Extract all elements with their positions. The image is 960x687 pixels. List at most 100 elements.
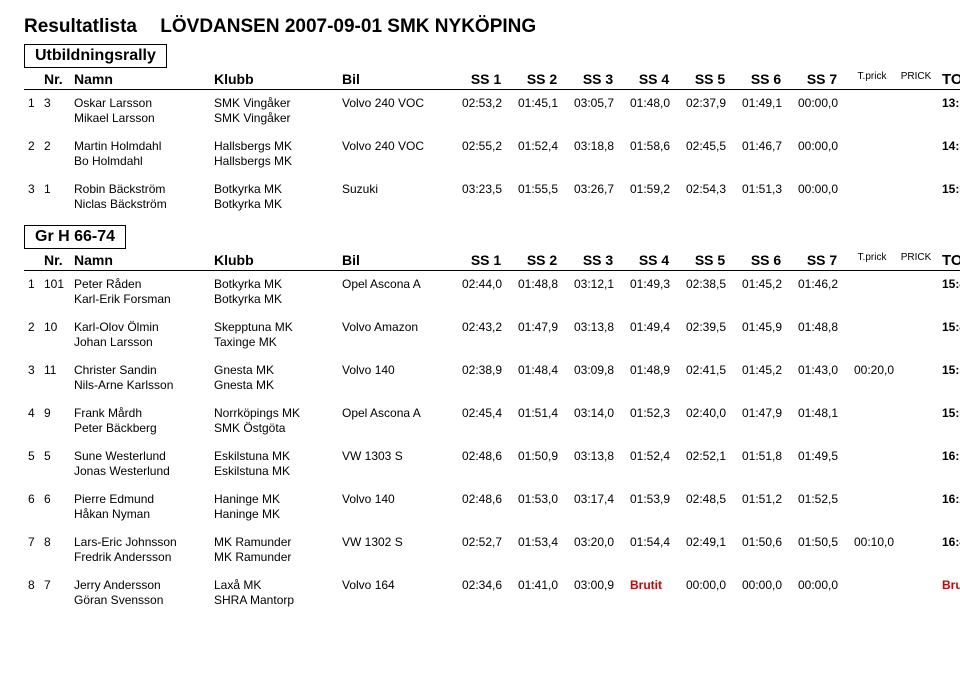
cell — [626, 111, 682, 133]
cell — [24, 154, 40, 176]
col-header: SS 6 — [738, 70, 794, 90]
cell — [794, 335, 850, 357]
cell — [40, 154, 70, 176]
stage-time: 00:00,0 — [794, 572, 850, 593]
driver-club: Laxå MK — [210, 572, 338, 593]
cell — [24, 550, 40, 572]
col-header: SS 2 — [514, 251, 570, 271]
cell — [514, 111, 570, 133]
cell — [338, 197, 458, 219]
cell — [570, 378, 626, 400]
cell — [338, 111, 458, 133]
cell — [794, 197, 850, 219]
result-entry: 87Jerry AnderssonLaxå MKVolvo 16402:34,6… — [24, 572, 960, 615]
stage-time: 03:13,8 — [570, 314, 626, 335]
total-time: 16:40,7 — [938, 529, 960, 550]
cell — [570, 550, 626, 572]
cell — [514, 335, 570, 357]
stage-time: 02:38,5 — [682, 271, 738, 293]
driver-name: Peter Råden — [70, 271, 210, 293]
cell — [24, 421, 40, 443]
position: 6 — [24, 486, 40, 507]
total-time: 15:30,5 — [938, 176, 960, 197]
cell — [682, 593, 738, 615]
col-header: SS 4 — [626, 251, 682, 271]
cell — [938, 507, 960, 529]
start-number: 10 — [40, 314, 70, 335]
stage-time: 02:54,3 — [682, 176, 738, 197]
start-number: 11 — [40, 357, 70, 378]
col-header: SS 3 — [570, 70, 626, 90]
driver-name: Lars-Eric Johnsson — [70, 529, 210, 550]
car: Volvo 164 — [338, 572, 458, 593]
stage-time: 02:39,5 — [682, 314, 738, 335]
cell — [794, 550, 850, 572]
stage-time: 00:00,0 — [738, 572, 794, 593]
cell — [682, 464, 738, 486]
col-header: Namn — [70, 70, 210, 90]
total-time: Brutit — [938, 572, 960, 593]
cell — [738, 464, 794, 486]
cell — [738, 335, 794, 357]
cell — [738, 507, 794, 529]
driver-club: Hallsbergs MK — [210, 133, 338, 154]
cell — [514, 464, 570, 486]
cell — [40, 507, 70, 529]
cell — [894, 507, 938, 529]
cell — [938, 421, 960, 443]
cell — [570, 292, 626, 314]
total-time: 15:48,5 — [938, 314, 960, 335]
cell — [514, 550, 570, 572]
prick — [894, 486, 938, 507]
col-header: SS 4 — [626, 70, 682, 90]
driver-club: SMK Vingåker — [210, 90, 338, 112]
cell — [458, 593, 514, 615]
cell — [24, 378, 40, 400]
cell — [938, 335, 960, 357]
start-number: 2 — [40, 133, 70, 154]
cell — [40, 421, 70, 443]
total-time: 15:55,7 — [938, 357, 960, 378]
prick — [894, 529, 938, 550]
cell — [338, 292, 458, 314]
prick — [894, 176, 938, 197]
stage-time: 01:45,1 — [514, 90, 570, 112]
cell — [894, 154, 938, 176]
cell — [626, 593, 682, 615]
col-header: SS 7 — [794, 70, 850, 90]
prick — [894, 314, 938, 335]
stage-time: 02:44,0 — [458, 271, 514, 293]
position: 3 — [24, 357, 40, 378]
position: 3 — [24, 176, 40, 197]
cell — [794, 464, 850, 486]
cell — [626, 464, 682, 486]
time-penalty — [850, 486, 894, 507]
cell — [626, 378, 682, 400]
stage-time: 02:37,9 — [682, 90, 738, 112]
cell — [794, 378, 850, 400]
cell — [24, 111, 40, 133]
stage-time: 01:55,5 — [514, 176, 570, 197]
cell — [514, 593, 570, 615]
col-header: SS 2 — [514, 70, 570, 90]
codriver-club: SMK Östgöta — [210, 421, 338, 443]
time-penalty: 00:20,0 — [850, 357, 894, 378]
cell — [738, 197, 794, 219]
driver-name: Sune Westerlund — [70, 443, 210, 464]
cell — [626, 550, 682, 572]
cell — [514, 292, 570, 314]
stage-time: 01:45,2 — [738, 271, 794, 293]
stage-time: 02:49,1 — [682, 529, 738, 550]
cell — [514, 197, 570, 219]
cell — [794, 292, 850, 314]
cell — [738, 292, 794, 314]
stage-time: 01:48,8 — [794, 314, 850, 335]
stage-time: 01:54,4 — [626, 529, 682, 550]
cell — [458, 292, 514, 314]
car: Opel Ascona A — [338, 271, 458, 293]
cell — [894, 593, 938, 615]
cell — [458, 111, 514, 133]
cell — [850, 111, 894, 133]
car: Volvo 240 VOC — [338, 133, 458, 154]
car: VW 1303 S — [338, 443, 458, 464]
